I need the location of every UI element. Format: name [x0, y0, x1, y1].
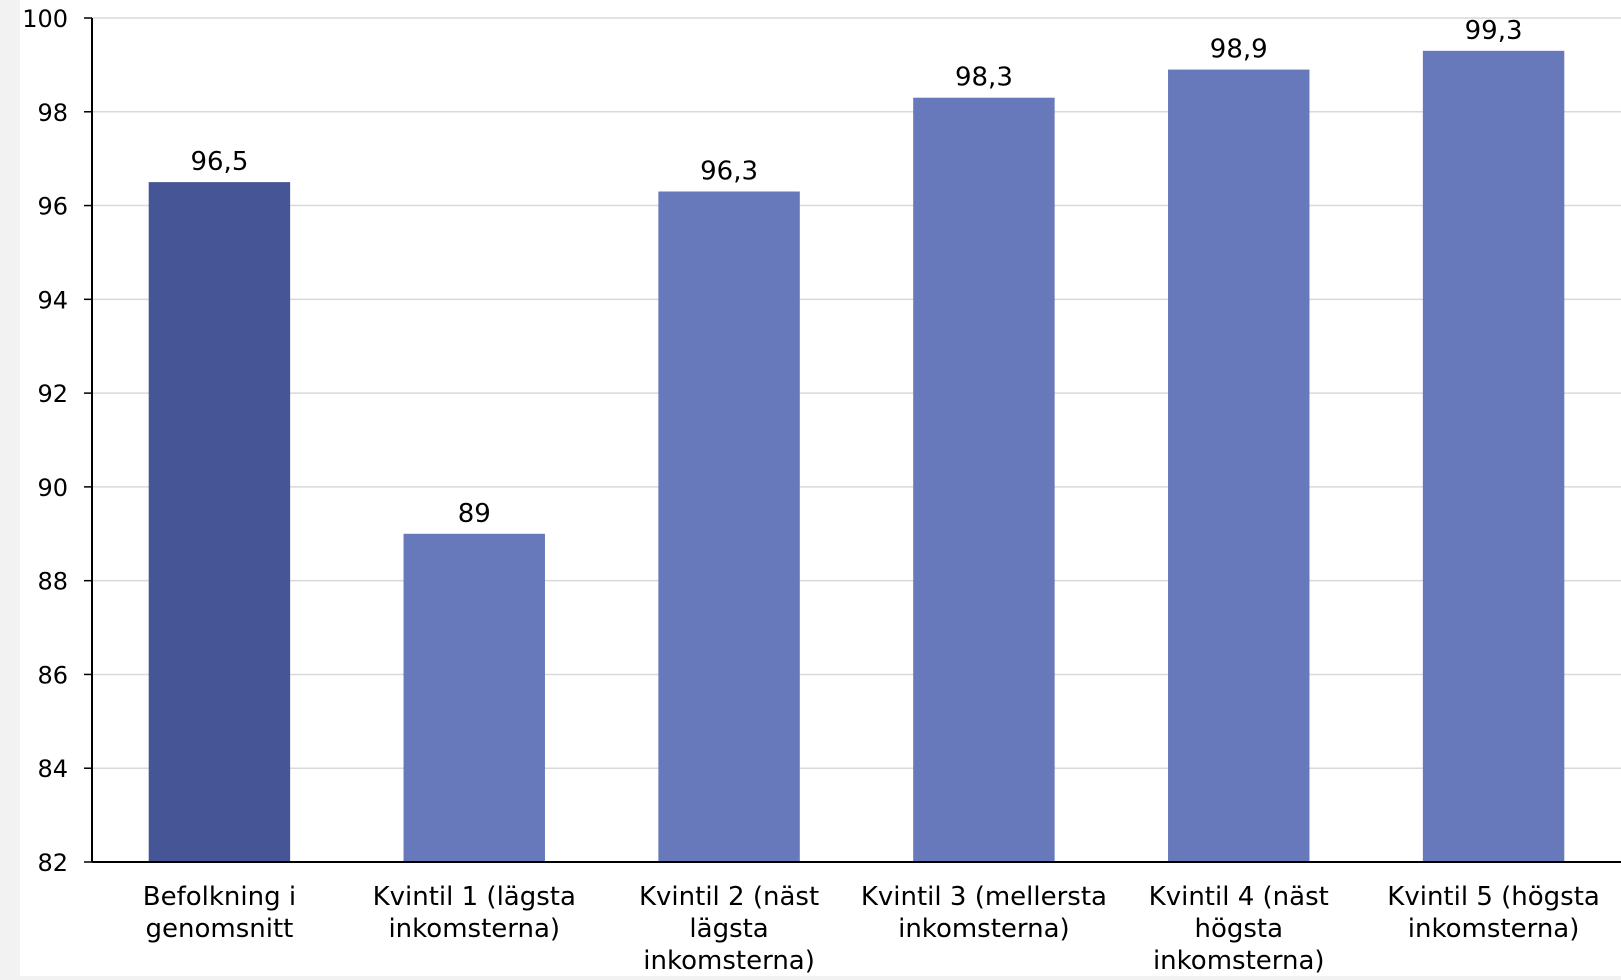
data-label: 89 — [458, 499, 491, 529]
bar — [658, 191, 800, 862]
y-tick-label: 86 — [37, 661, 68, 689]
bar — [148, 182, 291, 863]
bar — [403, 533, 545, 862]
category-label: Kvintil 4 (näst högsta inkomsterna) — [1149, 882, 1329, 976]
bars — [148, 50, 1565, 863]
y-tick-label: 92 — [37, 380, 68, 408]
bar — [1422, 50, 1565, 863]
data-label: 96,5 — [190, 147, 248, 177]
axes — [91, 18, 1621, 863]
data-label: 98,3 — [955, 63, 1013, 93]
data-labels: 96,5 89 96,3 98,3 98,9 99,3 — [190, 16, 1522, 529]
data-label: 98,9 — [1210, 35, 1268, 65]
category-label: Kvintil 3 (mellersta inkomsterna) — [861, 882, 1107, 944]
category-label: Kvintil 2 (näst lägsta inkomsterna) — [639, 882, 819, 976]
grid-lines — [84, 17, 1621, 863]
y-tick-label: 98 — [37, 99, 68, 127]
data-label: 96,3 — [700, 156, 758, 186]
y-tick-labels: 82 84 86 88 90 92 94 96 98 100 — [22, 5, 68, 877]
bar — [913, 97, 1055, 862]
y-tick-label: 84 — [37, 755, 68, 783]
y-tick-label: 90 — [37, 474, 68, 502]
y-tick-label: 82 — [37, 849, 68, 877]
bar — [1168, 69, 1310, 863]
category-label: Befolkning i genomsnitt — [143, 882, 296, 944]
y-tick-label: 100 — [22, 5, 68, 33]
y-tick-label: 88 — [37, 568, 68, 596]
data-label: 99,3 — [1465, 16, 1523, 46]
y-tick-label: 94 — [37, 286, 68, 314]
y-tick-label: 96 — [37, 193, 68, 221]
category-label: Kvintil 5 (högsta inkomsterna) — [1387, 882, 1600, 944]
category-label: Kvintil 1 (lägsta inkomsterna) — [373, 882, 576, 944]
category-labels: Befolkning i genomsnitt Kvintil 1 (lägsta i… — [143, 882, 1600, 976]
